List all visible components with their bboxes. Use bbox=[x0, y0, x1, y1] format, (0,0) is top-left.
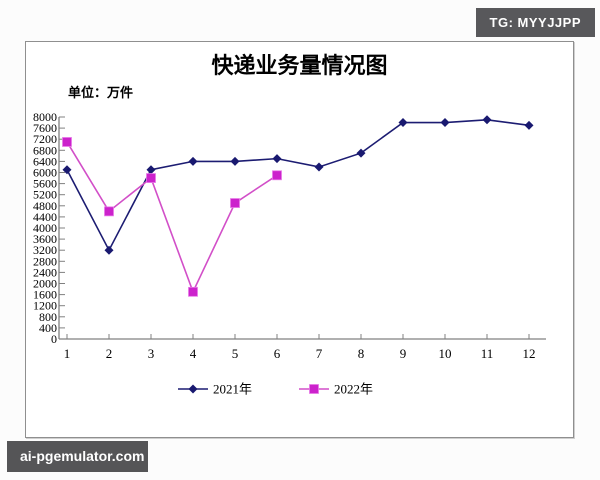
y-tick-label: 6800 bbox=[33, 143, 57, 157]
x-tick-label: 5 bbox=[232, 346, 239, 361]
data-point-marker bbox=[146, 173, 156, 183]
series-line bbox=[66, 118, 530, 252]
axes: 0400800120016002000240028003200360040004… bbox=[33, 110, 546, 361]
unit-label: 单位：万件 bbox=[68, 85, 134, 100]
x-tick-label: 4 bbox=[190, 346, 197, 361]
data-point-marker bbox=[230, 198, 240, 208]
data-point-marker bbox=[188, 286, 198, 297]
y-tick-label: 800 bbox=[39, 310, 57, 324]
y-tick-label: 8000 bbox=[33, 110, 57, 124]
chart-title: 快递业务量情况图 bbox=[211, 53, 388, 78]
data-point-marker bbox=[314, 162, 324, 172]
y-tick-label: 1600 bbox=[33, 288, 57, 302]
legend-marker bbox=[309, 384, 319, 394]
y-tick-label: 0 bbox=[51, 332, 57, 346]
telegram-badge: TG: MYYJJPP bbox=[475, 8, 595, 37]
y-tick-label: 4800 bbox=[33, 199, 57, 213]
data-point-marker bbox=[104, 206, 114, 217]
x-tick-label: 3 bbox=[148, 346, 155, 361]
data-point-marker bbox=[272, 170, 282, 181]
data-point-marker bbox=[440, 118, 450, 128]
data-point-marker bbox=[146, 165, 156, 175]
y-tick-label: 2800 bbox=[33, 254, 57, 268]
x-tick-label: 6 bbox=[274, 346, 281, 361]
data-point-marker bbox=[62, 137, 72, 147]
x-tick-label: 9 bbox=[400, 346, 407, 361]
y-tick-label: 6400 bbox=[33, 154, 57, 168]
y-tick-label: 5200 bbox=[33, 188, 57, 202]
x-tick-label: 8 bbox=[358, 346, 365, 361]
x-tick-label: 7 bbox=[316, 346, 323, 361]
y-tick-label: 3600 bbox=[33, 232, 57, 246]
data-point-marker bbox=[62, 165, 72, 175]
y-tick-label: 7200 bbox=[33, 132, 57, 146]
y-tick-label: 4000 bbox=[33, 221, 57, 235]
data-point-marker bbox=[272, 154, 282, 164]
data-point-marker bbox=[230, 156, 240, 166]
y-tick-label: 4400 bbox=[33, 210, 57, 224]
y-tick-label: 2400 bbox=[33, 265, 57, 279]
series-2021年 bbox=[62, 115, 534, 255]
y-tick-label: 3200 bbox=[33, 243, 57, 257]
legend-label: 2021年 bbox=[213, 382, 252, 397]
x-tick-label: 12 bbox=[523, 346, 536, 361]
data-point-marker bbox=[188, 156, 198, 166]
data-point-marker bbox=[398, 118, 408, 128]
data-point-marker bbox=[104, 245, 114, 255]
chart-panel: 快递业务量情况图 单位：万件 0 400 800 1200 1600 2000 2400 28… bbox=[25, 41, 574, 438]
x-tick-label: 1 bbox=[64, 346, 71, 361]
line-chart: 0400800120016002000240028003200360040004… bbox=[33, 110, 546, 397]
x-tick-label: 11 bbox=[481, 346, 494, 361]
y-tick-label: 5600 bbox=[33, 177, 57, 191]
y-tick-label: 7600 bbox=[33, 121, 57, 135]
legend: 2021年 2022年 bbox=[178, 382, 373, 397]
series-2022年 bbox=[62, 137, 282, 297]
y-tick-label: 6000 bbox=[33, 166, 57, 180]
series-line bbox=[66, 141, 278, 294]
y-tick-label: 2000 bbox=[33, 277, 57, 291]
data-point-marker bbox=[356, 148, 366, 158]
legend-marker bbox=[188, 384, 198, 394]
data-point-marker bbox=[482, 115, 492, 125]
legend-label: 2022年 bbox=[334, 382, 373, 397]
x-tick-label: 10 bbox=[439, 346, 452, 361]
watermark: ai-pgemulator.com bbox=[7, 441, 148, 472]
x-tick-label: 2 bbox=[106, 346, 113, 361]
y-tick-label: 1200 bbox=[33, 299, 57, 313]
y-tick-label: 400 bbox=[39, 321, 57, 335]
data-point-marker bbox=[524, 120, 534, 130]
